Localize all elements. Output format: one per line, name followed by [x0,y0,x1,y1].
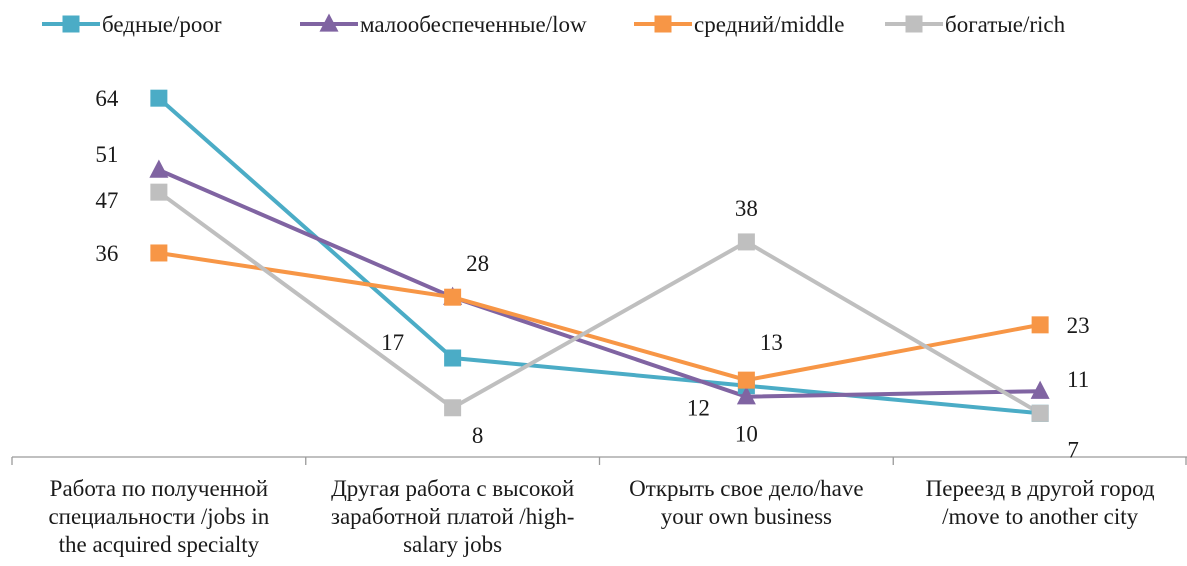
data-label: 8 [472,423,484,448]
data-point [150,89,168,107]
data-point [1031,404,1049,422]
data-label: 13 [760,330,783,355]
data-label: 10 [735,422,758,447]
data-label: 36 [95,241,118,266]
series-lines [157,96,1042,416]
legend-item: бедные/poor [42,12,222,37]
series-line [158,251,1041,383]
data-label: 28 [466,251,489,276]
data-point [150,244,168,262]
data-label: 11 [1067,367,1089,392]
legend: бедные/poor малообеспеченные/low средний/m… [42,12,1066,37]
data-label: 51 [95,142,118,167]
data-label: 12 [687,396,710,421]
category-labels: Работа по полученной специальности /jobs … [48,476,1154,557]
data-point [1031,316,1049,334]
legend-label: богатые/rich [945,12,1066,37]
data-point [149,159,169,178]
legend-label: бедные/poor [102,12,222,37]
data-point [444,399,462,417]
data-point [444,288,462,306]
data-label: 47 [95,188,118,213]
legend-item: малообеспеченные/low [300,12,587,37]
legend-marker-square [905,15,923,33]
series-markers [149,89,1050,422]
data-point [1030,380,1050,399]
data-label: 64 [95,86,119,111]
series-line [158,168,1041,399]
series-line [157,96,1041,416]
legend-label: малообеспеченные/low [360,12,587,37]
data-label: 23 [1067,313,1090,338]
data-point [150,183,168,201]
series-line [157,190,1042,416]
data-point [737,233,755,251]
data-point [736,386,756,405]
data-label: 17 [381,330,404,355]
legend-item: средний/middle [634,12,845,37]
data-label: 38 [735,196,758,221]
legend-marker-square [654,15,672,33]
legend-marker-triangle [319,13,339,32]
x-tick-label: Другая работа с высокой заработной платой… [331,476,574,557]
x-tick-label: Переезд в другой город/move to another c… [926,476,1155,529]
x-tick-label: Открыть свое дело/have your own business [629,476,863,529]
legend-label: средний/middle [694,12,845,37]
data-labels: 64 51 47 36 28 17 8 38 13 12 10 23 11 7 [95,86,1089,462]
data-point [444,349,462,367]
data-label: 7 [1067,437,1079,462]
legend-marker-square [62,15,80,33]
x-tick-label: Работа по полученной специальности /jobs … [48,476,269,557]
data-point [737,371,755,389]
x-axis [11,456,1187,465]
legend-item: богатые/rich [885,12,1066,37]
